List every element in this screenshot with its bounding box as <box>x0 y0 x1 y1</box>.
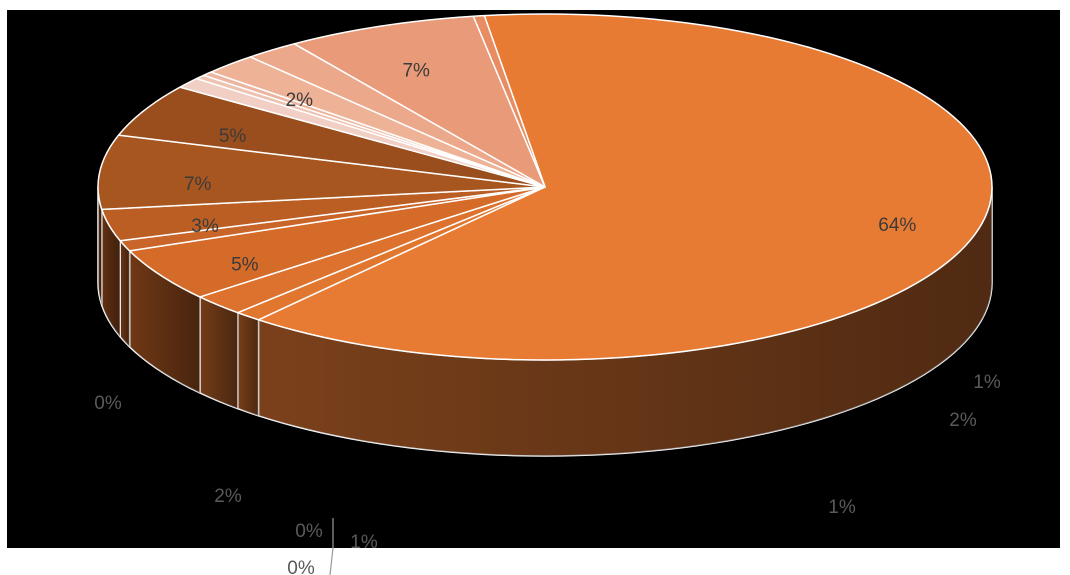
pie-slice-side-shade-0 <box>258 187 993 456</box>
data-label-14: 0% <box>94 393 122 414</box>
pie-labels: 64% 1% 2% 5% 1% 3% 7% 5% 1% 0% 0% 2% 2% 7% 0% <box>94 61 1001 575</box>
pie-slice-14[interactable] <box>472 14 546 188</box>
pie-slice-side-shade-4 <box>120 240 130 347</box>
leader-lines <box>329 518 334 575</box>
data-label-13: 7% <box>402 61 430 82</box>
data-label-4: 1% <box>828 497 856 518</box>
pie-slice-6[interactable] <box>97 134 546 211</box>
pie-sides <box>97 186 993 457</box>
leader-line-0 <box>329 518 334 575</box>
pie-slice-3[interactable] <box>128 186 546 298</box>
pie-slice-5[interactable] <box>101 186 546 242</box>
data-label-2: 2% <box>949 410 977 431</box>
pie-slice-side-shade-1 <box>237 312 259 416</box>
data-label-12: 2% <box>214 486 242 507</box>
pie-slice-side-shade-2 <box>199 296 238 409</box>
pie-slice-side-shade-3 <box>129 250 200 393</box>
pie-slice-side-shade-5 <box>101 209 121 337</box>
data-label-10: 0% <box>295 521 323 542</box>
data-label-7: 5% <box>219 126 247 147</box>
data-label-8: 1% <box>350 532 378 553</box>
data-label-1: 1% <box>973 372 1001 393</box>
data-label-0: 64% <box>878 215 916 236</box>
data-label-3: 5% <box>231 255 259 276</box>
pie-slice-side-shade-6 <box>98 187 102 306</box>
data-label-5: 3% <box>191 216 219 237</box>
pie-slice-13[interactable] <box>293 15 546 188</box>
data-label-6: 7% <box>184 174 212 195</box>
pie-slice-0[interactable] <box>257 13 993 361</box>
data-label-9: 0% <box>287 558 315 575</box>
pie-top <box>97 13 993 361</box>
data-label-11: 2% <box>286 90 314 111</box>
pie-slice-7[interactable] <box>117 86 546 188</box>
